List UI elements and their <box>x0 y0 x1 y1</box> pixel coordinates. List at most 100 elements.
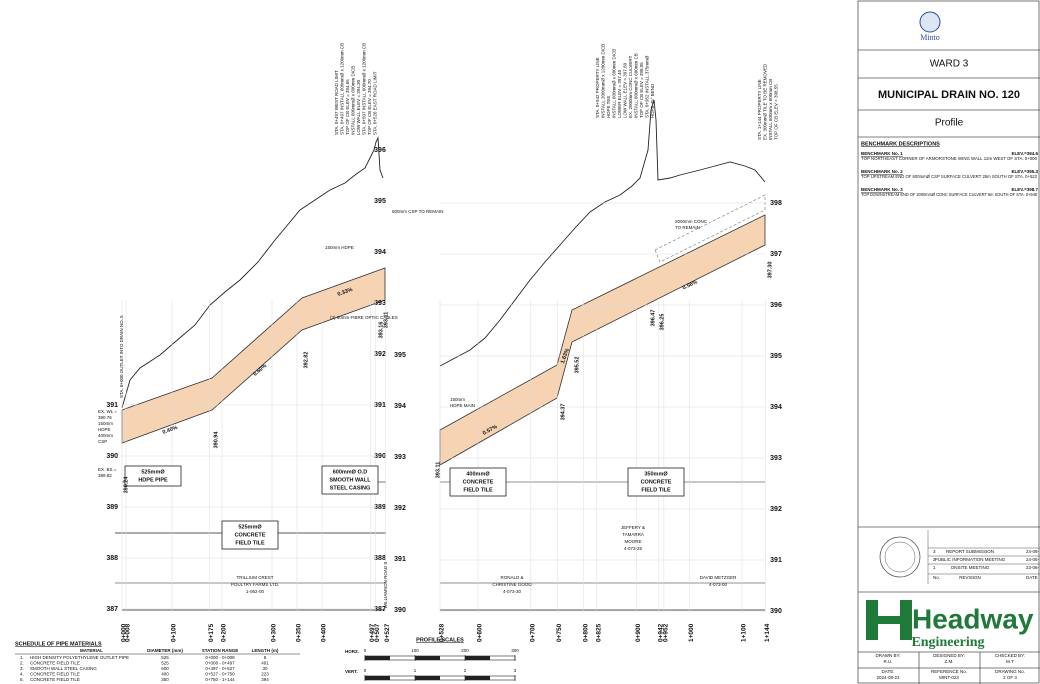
invert-label: 396.47 <box>650 310 656 327</box>
seal <box>884 541 916 573</box>
top-note: INSTALL 600mmØ x 600mm DICB <box>612 49 617 118</box>
station-label: 0+700 <box>530 623 537 642</box>
pipe-label: STEEL CASING <box>330 485 371 491</box>
signoff-label: DRAWN BY: <box>875 653 900 658</box>
station-label: 0+942 <box>657 623 664 642</box>
revision-header: DATE <box>1026 575 1038 580</box>
elevation-label: 390 <box>106 453 118 460</box>
pipe-label-box <box>321 465 379 495</box>
top-note: STA. 0+952 INSTALL 375mmØ <box>645 55 650 118</box>
station-label: 0+008 <box>125 623 132 642</box>
client-logo: Minto <box>920 33 940 42</box>
elevation-label: 391 <box>770 557 782 564</box>
elevation-label: 394 <box>770 404 782 411</box>
scale-tick-label: 0 <box>364 648 367 653</box>
schedule-cell: 400 <box>161 672 169 677</box>
elevation-label: 392 <box>394 505 406 512</box>
elevation-label: 390 <box>394 607 406 614</box>
revision-cell: ONSITE MEETING <box>951 565 990 570</box>
station-label: 0+600 <box>477 623 484 642</box>
invert-label: 390.94 <box>213 431 219 449</box>
scale-label: HORZ. <box>345 649 359 654</box>
elevation-label: 389 <box>106 504 118 511</box>
revision-cell: 1 <box>933 565 936 570</box>
elevation-label: 390 <box>374 453 386 460</box>
station-label: 0+800 <box>582 623 589 642</box>
top-note: TOP OF CB ELEV = 398.55 <box>774 84 779 140</box>
schedule-cell: 8 <box>264 655 267 660</box>
scale-bar-segment <box>365 676 390 680</box>
invert-label: 397.30 <box>767 262 773 279</box>
top-note: INSTALL 600mmØ x 600mm CB <box>634 53 639 118</box>
schedule-cell: 0+008 - 0+497 <box>205 661 235 666</box>
station-label: 0+952 <box>663 623 670 642</box>
owner-label: DAVID METZGER <box>700 575 737 580</box>
signoff-label: REFERENCE No. <box>931 669 967 674</box>
benchmark-name: BENCHMARK No. 3 <box>861 187 903 192</box>
grade-label: 1.63% <box>560 348 571 365</box>
station-label: 0+750 <box>556 623 563 642</box>
signoff-value: 2 OF 3 <box>1003 675 1017 680</box>
station-label: 0+400 <box>321 623 328 642</box>
signoff-value: MINT-023 <box>939 675 959 680</box>
drain-title: MUNICIPAL DRAIN NO. 120 <box>878 89 1020 101</box>
elevation-label: 396 <box>770 302 782 309</box>
top-note: STA. 0+528 EAST ROAD LIMIT <box>373 71 378 135</box>
benchmark-elev: ELEV.=395.3 <box>1012 169 1039 174</box>
scale-label: VERT. <box>345 669 358 674</box>
top-note: STA. 0+507 INSTALL 600mmØ x 1200mm CB <box>362 43 367 135</box>
revision-cell: 3 <box>933 549 936 554</box>
top-note: HDPE 45° BEND <box>650 83 655 118</box>
invert-label: 396.25 <box>659 314 665 331</box>
revision-header: REVISION <box>959 575 981 580</box>
top-note: STA. 0+942 PROPERTY LINE <box>595 57 600 118</box>
revision-header: No. <box>933 575 940 580</box>
revision-cell: 24-08- <box>1026 549 1040 554</box>
invert-label: 394.37 <box>560 404 566 421</box>
pipe-label: FIELD TILE <box>463 487 493 493</box>
benchmark-name: BENCHMARK No. 1 <box>861 151 903 156</box>
invert-label: 393.11 <box>383 312 389 329</box>
schedule-cell: HIGH DENSITY POLYETHYLENE OUTLET PIPE <box>30 655 129 660</box>
schedule-cell: 4. <box>20 672 24 677</box>
schedule-cell: 30 <box>262 666 268 671</box>
title-block: Minto WARD 3 MUNICIPAL DRAIN NO. 120 Pro… <box>857 0 1040 684</box>
ground-line <box>121 136 384 409</box>
top-note: TOP OF CB ELEV = 394.70 <box>367 79 372 135</box>
scale-tick-label: 3 <box>514 668 517 673</box>
signoff-value: 2024-08-23 <box>876 675 900 680</box>
owner-label: 4-073-00 <box>709 582 728 587</box>
scale-tick-label: 1 <box>414 668 417 673</box>
schedule-cell: 0+750 - 1+144 <box>205 677 235 682</box>
client-logo-mark <box>919 11 941 33</box>
schedule-cell: 0+527 - 0+750 <box>205 672 235 677</box>
elevation-label: 391 <box>374 402 386 409</box>
elevation-label: 390 <box>770 608 782 615</box>
revision-cell: 23-06- <box>1026 565 1040 570</box>
owner-label: RONALD & <box>500 575 523 580</box>
schedule-cell: CONCRETE FIELD TILE <box>30 672 80 677</box>
station-label: 0+000 <box>121 623 128 642</box>
schedule-cell: 394 <box>261 677 269 682</box>
owner-label: TRILLIUM CREST <box>236 575 273 580</box>
station-label: 1+144 <box>764 623 771 642</box>
top-note: STA. 0+497 WEST ROAD LIMIT <box>334 70 339 135</box>
callout: 2000mm CONC <box>675 219 708 224</box>
ward: WARD 3 <box>930 59 969 70</box>
revision-cell: 24-05- <box>1026 557 1040 562</box>
signoff-value: Z.M. <box>945 659 954 664</box>
note: 150mm <box>98 421 113 426</box>
schedule-cell: 525 <box>161 661 169 666</box>
schedule-title: SCHEDULE OF PIPE MATERIALS <box>15 641 102 647</box>
signoff-value: M.T <box>1006 659 1014 664</box>
scale-bar-segment <box>365 656 390 660</box>
note: 150mm <box>450 397 465 402</box>
schedule-cell: CONCRETE FIELD TILE <box>30 661 80 666</box>
top-note: INSTALL 600mm x 600mm CB <box>768 79 773 140</box>
callout: TO REMAIN <box>675 225 700 230</box>
firm-sub: Engineering <box>911 635 984 650</box>
top-note: TOP OF CB ELEV = 398.05 <box>639 62 644 118</box>
pipe-label: SMOOTH WALL <box>329 477 371 483</box>
profiles <box>115 99 766 611</box>
